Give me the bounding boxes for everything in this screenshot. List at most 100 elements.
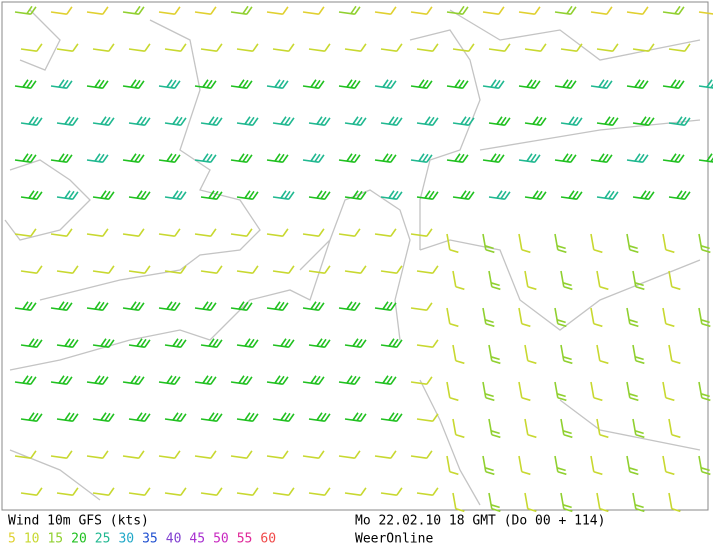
barb-tick [134, 5, 141, 15]
legend-item: 35 [142, 532, 158, 547]
barb-tick [174, 228, 181, 237]
barb-staff [194, 11, 211, 16]
wind-barb [20, 43, 43, 53]
barb-staff [662, 381, 667, 398]
barb-staff [554, 307, 559, 324]
barb-tick [210, 154, 217, 163]
barb-staff [446, 11, 463, 16]
barb-tick [22, 375, 29, 384]
barb-tick [176, 116, 183, 126]
barb-tick [634, 504, 644, 509]
barb-staff [518, 381, 523, 398]
barb-tick [485, 396, 495, 402]
barb-tick [382, 153, 389, 162]
wind-barb [380, 338, 403, 349]
wind-barb [266, 301, 289, 312]
barb-tick [216, 339, 223, 348]
wind-barb [590, 233, 603, 254]
wind-barb [344, 190, 367, 201]
barb-tick [26, 5, 33, 15]
wind-barb [164, 487, 187, 497]
wind-barb [56, 412, 79, 423]
wind-barb [20, 265, 43, 275]
wind-barb [122, 5, 145, 16]
barb-tick [360, 191, 367, 200]
barb-staff [560, 48, 577, 53]
barb-tick [424, 190, 431, 199]
wind-barb [164, 338, 187, 349]
barb-tick [700, 393, 710, 398]
barb-tick [174, 450, 181, 459]
barb-staff [200, 48, 217, 53]
barb-staff [128, 492, 145, 497]
barb-tick [628, 245, 638, 250]
barb-tick [640, 116, 647, 125]
barb-staff [590, 11, 607, 16]
barb-tick [354, 6, 361, 15]
barb-tick [310, 79, 317, 88]
wind-barb [128, 116, 151, 127]
barb-tick [26, 153, 33, 163]
barb-tick [36, 413, 43, 422]
barb-tick [68, 338, 75, 348]
barb-tick [72, 413, 79, 422]
barb-tick [464, 190, 471, 200]
wind-barb [50, 375, 73, 386]
barb-tick [58, 375, 65, 384]
barb-staff [488, 344, 493, 361]
barb-tick [598, 79, 605, 88]
wind-barb [122, 301, 145, 312]
barb-staff [194, 233, 211, 238]
barb-tick [455, 507, 465, 513]
barb-tick [576, 191, 583, 200]
barb-staff [14, 233, 31, 238]
barb-tick [102, 6, 109, 15]
wind-barb [668, 418, 681, 439]
barb-tick [468, 43, 475, 52]
barb-tick [216, 265, 223, 274]
wind-barb [380, 412, 403, 423]
barb-tick [392, 338, 399, 348]
barb-tick [606, 80, 613, 89]
barb-tick [534, 154, 541, 163]
barb-tick [671, 285, 681, 291]
barb-tick [280, 338, 287, 347]
barb-tick [248, 338, 255, 348]
barb-tick [352, 116, 359, 125]
wind-barb [488, 418, 501, 439]
barb-tick [176, 190, 183, 200]
barb-tick [108, 339, 115, 348]
barb-tick [527, 433, 537, 439]
barb-tick [30, 80, 37, 89]
barb-tick [566, 153, 573, 163]
barb-staff [488, 270, 493, 287]
wind-barb [626, 79, 649, 90]
barb-tick [100, 190, 107, 199]
barb-tick [144, 487, 151, 496]
wind-barb [524, 43, 547, 53]
barb-staff [86, 85, 103, 90]
wind-barb [14, 228, 37, 238]
barb-tick [98, 375, 105, 385]
barb-tick [100, 116, 107, 125]
barb-tick [280, 190, 287, 199]
barb-staff [86, 11, 103, 16]
wind-barb [50, 79, 73, 90]
barb-tick [64, 412, 71, 421]
barb-staff [266, 233, 283, 238]
wind-barb [236, 487, 259, 497]
barb-tick [382, 375, 389, 384]
barb-staff [380, 492, 397, 497]
barb-tick [684, 191, 691, 200]
barb-tick [350, 79, 357, 89]
barb-staff [338, 455, 355, 460]
barb-tick [30, 450, 37, 459]
barb-tick [144, 265, 151, 274]
barb-staff [446, 233, 451, 250]
wind-barb [560, 492, 573, 513]
barb-staff [416, 344, 433, 349]
barb-tick [458, 5, 465, 15]
barb-staff [668, 418, 673, 435]
barb-staff [632, 270, 637, 287]
barb-staff [56, 270, 73, 275]
